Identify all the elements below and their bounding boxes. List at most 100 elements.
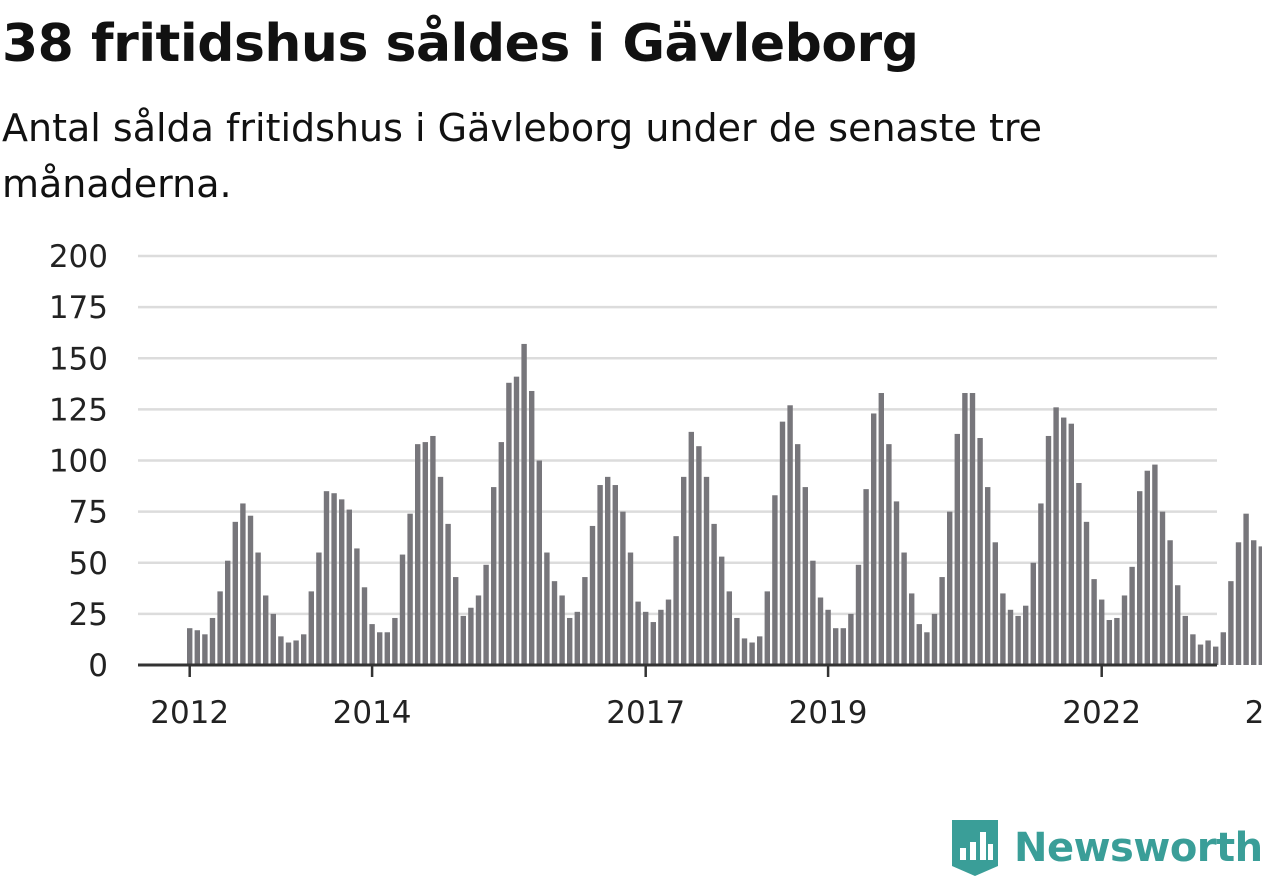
bar	[513, 376, 520, 665]
bar	[323, 491, 330, 665]
bar	[772, 495, 778, 665]
bar	[992, 542, 998, 665]
bar	[696, 446, 702, 665]
y-tick-label: 175	[49, 290, 108, 326]
bar	[795, 444, 801, 665]
bar	[1000, 593, 1006, 665]
y-tick-label: 125	[49, 392, 108, 428]
bar	[1190, 634, 1196, 665]
bar	[308, 591, 314, 665]
bar	[878, 393, 884, 665]
bar	[924, 632, 930, 665]
bar	[825, 609, 831, 665]
bar	[202, 634, 208, 665]
bar	[985, 487, 991, 665]
bar	[544, 552, 550, 665]
bar	[954, 433, 960, 665]
x-tick-label: 2022	[1062, 695, 1141, 731]
chart-subtitle: Antal sålda fritidshus i Gävleborg under…	[2, 106, 1043, 206]
bar	[278, 636, 284, 665]
bar	[453, 577, 459, 665]
bar	[415, 444, 421, 665]
y-tick-label: 0	[88, 648, 108, 684]
bar	[1045, 435, 1052, 665]
bar	[1197, 644, 1204, 665]
bar	[475, 595, 482, 665]
bar	[551, 581, 558, 665]
bar	[217, 591, 223, 665]
bar	[871, 413, 877, 665]
bar	[460, 615, 466, 665]
bar	[764, 591, 770, 665]
bar	[817, 597, 824, 665]
bar	[574, 611, 580, 665]
bar	[977, 438, 983, 665]
bar	[901, 552, 907, 665]
bar	[749, 642, 755, 665]
bar	[1213, 646, 1219, 665]
bar	[247, 515, 254, 665]
bar	[734, 617, 740, 665]
y-tick-label: 75	[69, 495, 108, 531]
bar	[1152, 464, 1158, 665]
bar	[1251, 540, 1257, 665]
bar	[1235, 542, 1242, 665]
bar	[643, 611, 649, 665]
bar	[1159, 511, 1166, 665]
bar	[232, 521, 238, 665]
bar	[194, 630, 200, 665]
bar	[209, 617, 216, 665]
bar	[1068, 423, 1074, 665]
bar	[225, 560, 231, 665]
bar	[863, 489, 869, 665]
bar	[711, 523, 717, 665]
bar	[1091, 579, 1097, 665]
bar	[688, 431, 694, 665]
bar	[187, 628, 193, 665]
bar	[787, 405, 793, 665]
bar	[293, 640, 299, 665]
x-tick-label: 2017	[606, 695, 685, 731]
x-tick-label: 2014	[333, 695, 412, 731]
bar	[1038, 503, 1044, 665]
bar	[969, 393, 976, 665]
bar	[1061, 417, 1067, 665]
bar	[1220, 632, 1226, 665]
bar	[802, 487, 808, 665]
bar	[1076, 482, 1082, 665]
bar	[1175, 585, 1181, 665]
y-tick-label: 25	[69, 597, 108, 633]
bar	[1053, 407, 1059, 665]
bar	[939, 577, 945, 665]
bar	[445, 523, 451, 665]
y-tick-label: 150	[49, 341, 108, 377]
axes: 0 25 50 75 100 125 150 175 200 2012 2014 2017 2019 20…	[49, 239, 1262, 731]
bar	[1114, 617, 1120, 665]
bar	[589, 525, 596, 665]
bar	[1258, 546, 1262, 665]
bar	[719, 556, 725, 665]
bar	[886, 444, 892, 665]
bar	[331, 493, 337, 665]
bar	[833, 628, 839, 665]
bar	[681, 476, 687, 665]
bar	[1015, 615, 1021, 665]
y-tick-label: 100	[49, 444, 108, 480]
y-tick-label: 200	[49, 239, 108, 275]
bar	[658, 609, 664, 665]
bar	[635, 601, 641, 665]
newsworthy-logo[interactable]: Newsworthy	[950, 818, 1262, 878]
bar	[757, 636, 763, 665]
bar	[1205, 640, 1211, 665]
bar	[506, 382, 512, 665]
bar	[810, 560, 816, 665]
bar	[430, 435, 436, 665]
bar	[1023, 605, 1029, 665]
bar	[285, 642, 292, 665]
bar	[1243, 513, 1249, 665]
bar	[316, 552, 322, 665]
bar	[437, 476, 444, 665]
bar	[848, 613, 854, 665]
bar	[893, 501, 900, 665]
bar	[597, 485, 603, 665]
